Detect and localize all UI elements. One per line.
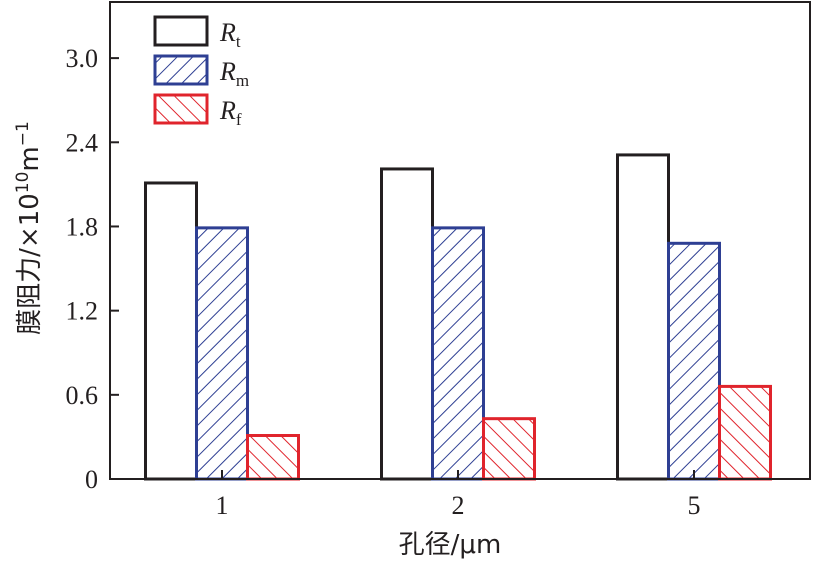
y-tick-label: 1.2 [66,297,99,326]
y-axis-label-unit: m [15,146,45,171]
y-tick-label: 0 [85,465,98,494]
bar-f-5 [718,384,772,481]
y-tick-label: 0.6 [66,381,99,410]
legend: Rt Rm Rf [153,15,249,129]
y-axis-label-main: 膜阻力/×10 [15,193,45,335]
bar-t-5 [616,153,670,481]
bar-m-5 [667,241,721,481]
legend-label-t: Rt [219,18,241,51]
plot-frame [109,1,811,480]
legend-label-m: Rm [219,57,249,90]
legend-subscript-t: t [236,32,241,51]
legend-swatch-m [153,54,209,86]
y-tick-label: 1.8 [66,212,99,241]
y-tick-label: 3.0 [66,44,99,73]
bars-layer [144,153,772,481]
y-tick-label: 2.4 [66,128,99,157]
legend-swatch-t [153,15,209,47]
y-axis-label-exponent: 10 [13,172,33,194]
x-tick-label: 2 [452,491,465,520]
legend-label-f: Rf [219,96,242,129]
x-axis-label: 孔径/μm [399,530,502,560]
bar-m-1 [195,226,249,481]
legend-subscript-m: m [236,71,249,90]
bar-t-1 [144,181,198,481]
x-tick-label: 1 [216,491,229,520]
x-tick-label: 5 [688,491,701,520]
legend-swatch-f [153,93,209,125]
y-axis-label: 膜阻力/×1010m−1 [13,121,45,335]
bar-f-2 [482,417,536,481]
bar-m-2 [431,226,485,481]
bar-f-1 [246,434,300,481]
ticks-layer: 0 0.6 1.2 1.8 2.4 3.0 1 2 5 [66,44,701,520]
bar-t-2 [380,167,434,481]
y-axis-label-unit-exponent: −1 [13,121,33,146]
legend-subscript-f: f [236,110,242,129]
